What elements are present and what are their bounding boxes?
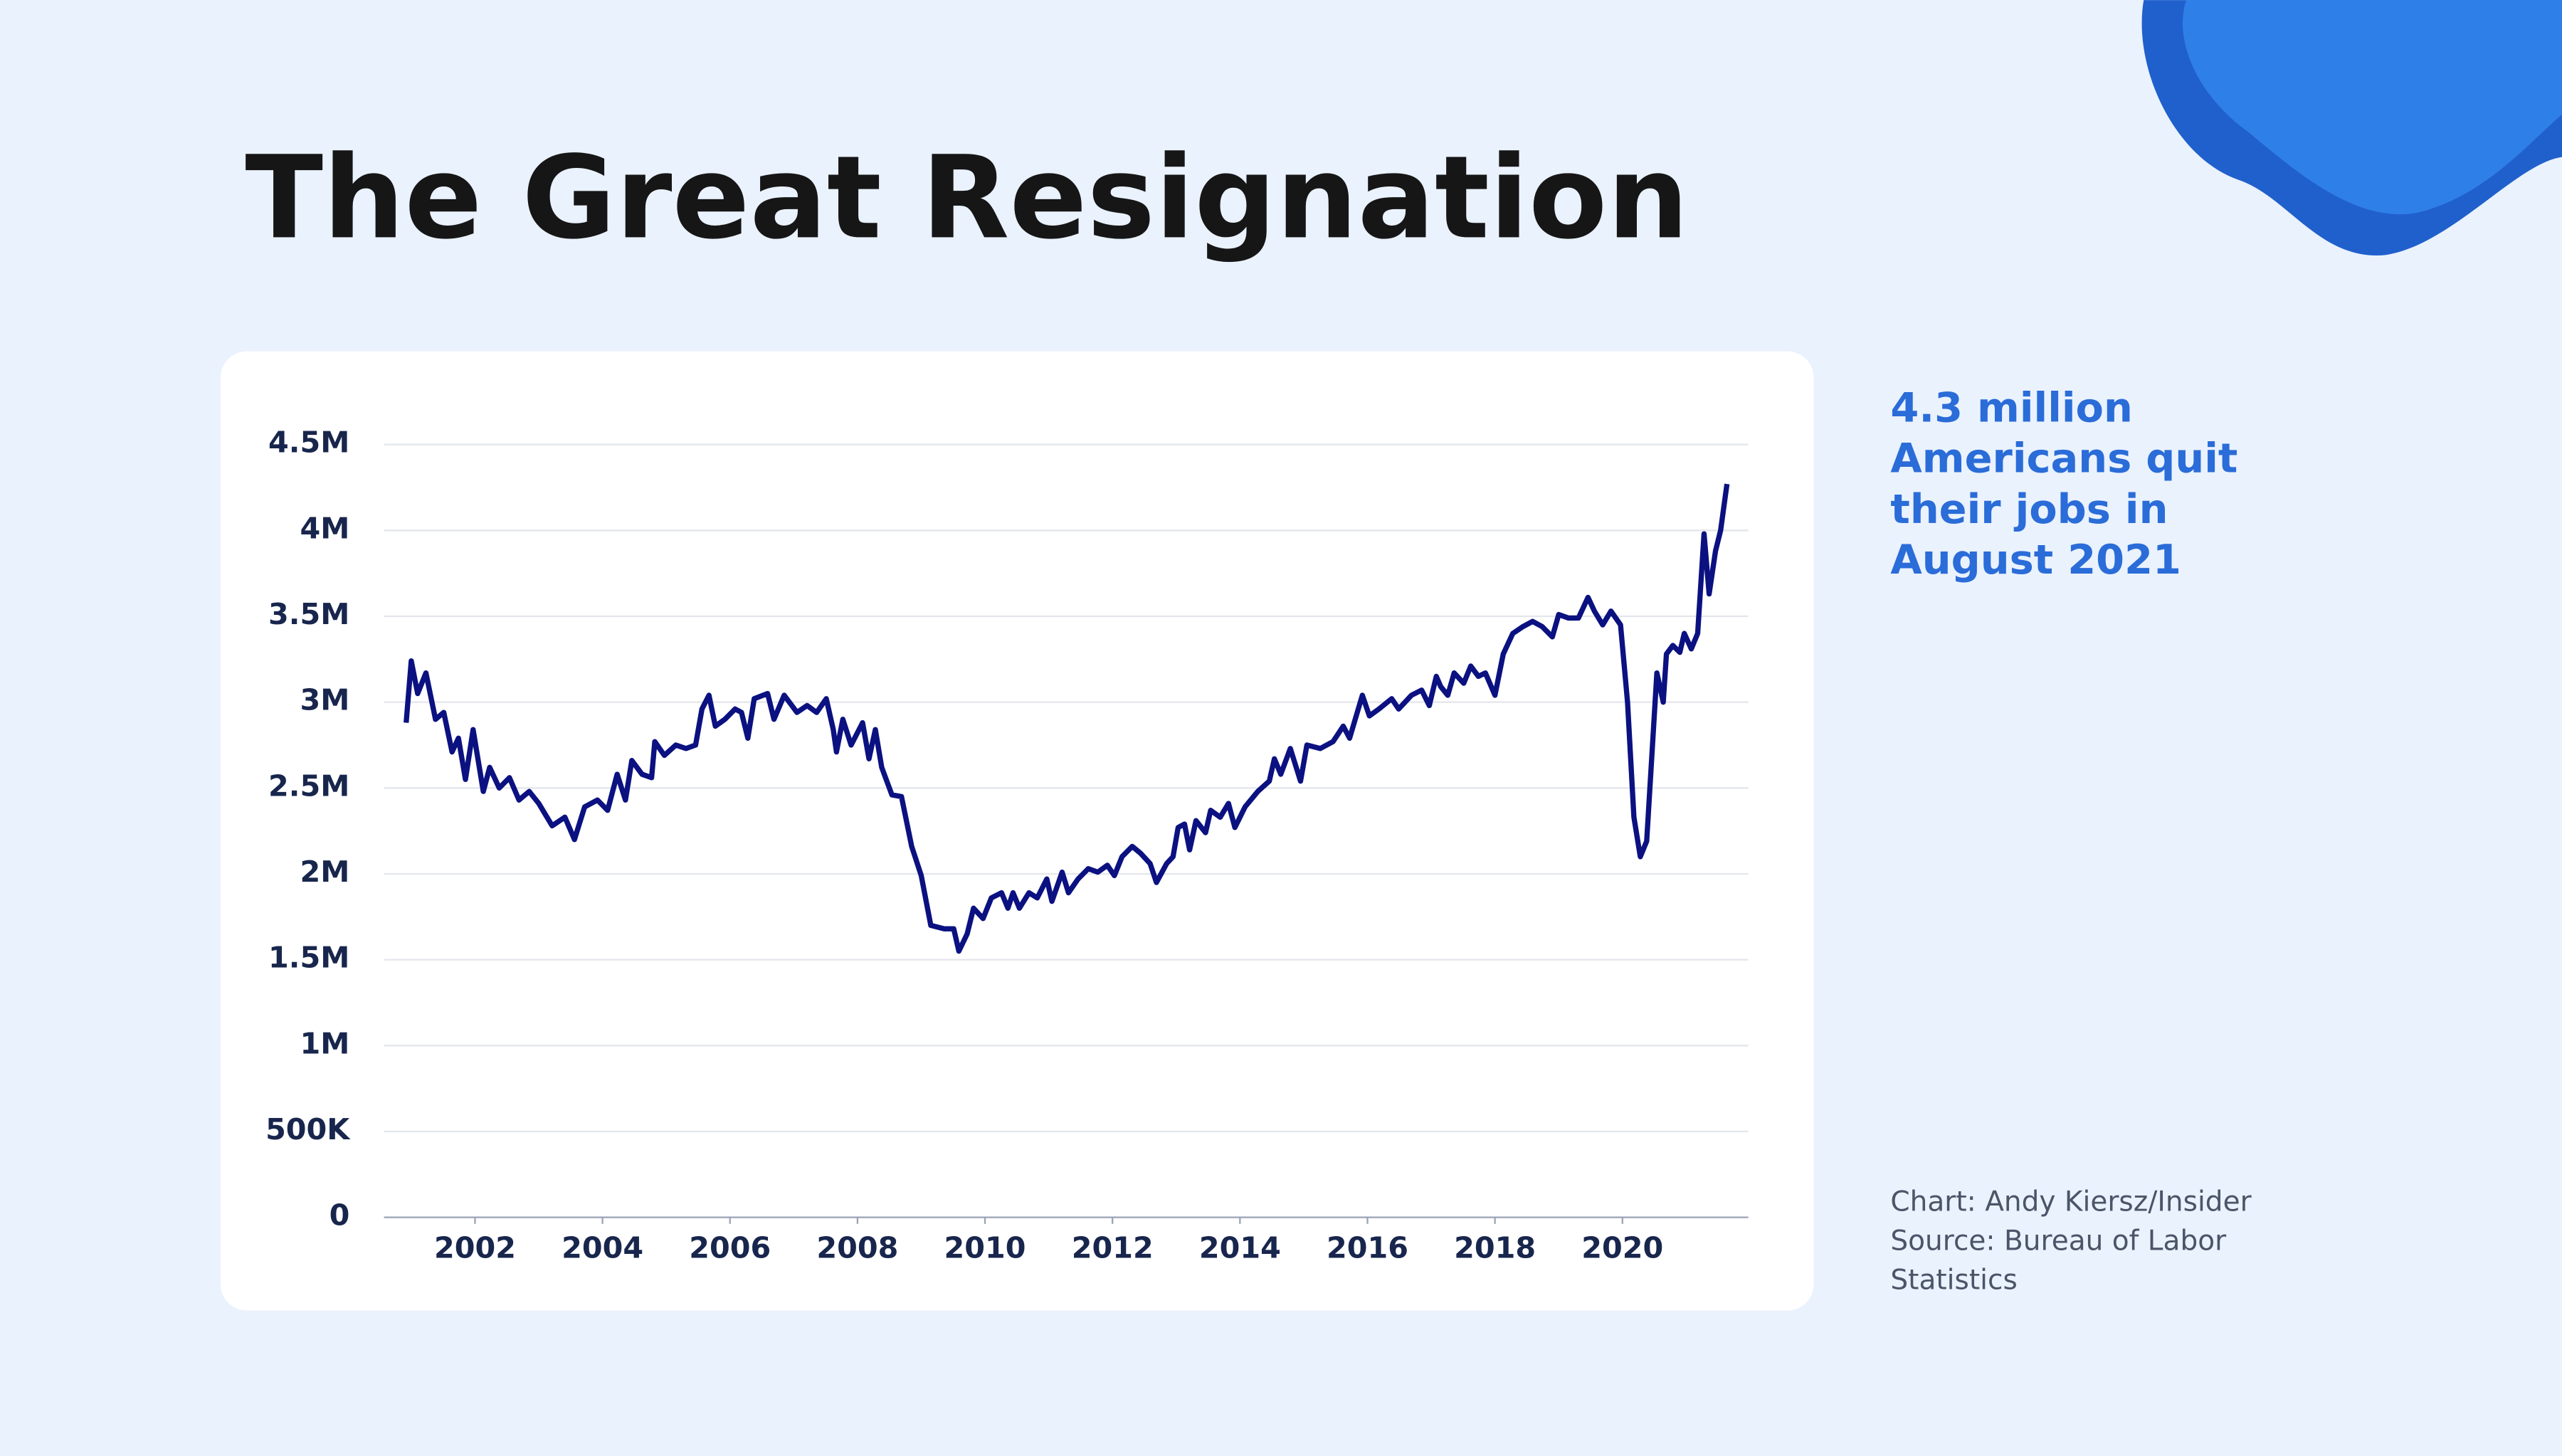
source: Source: Bureau of Labor Statistics — [1890, 1225, 2227, 1298]
y-tick-label: 0 — [330, 1198, 350, 1233]
y-tick-label: 4.5M — [268, 426, 349, 460]
x-tick-label: 2004 — [562, 1231, 643, 1265]
y-tick-label: 4M — [300, 511, 349, 545]
x-tick-label: 2002 — [434, 1231, 516, 1265]
y-tick-label: 1M — [300, 1026, 349, 1060]
x-tick-label: 2008 — [816, 1231, 898, 1265]
data-line — [404, 483, 1730, 954]
x-tick-label: 2014 — [1199, 1231, 1281, 1265]
chart-card — [220, 351, 1814, 1311]
blob-light — [2183, 0, 2562, 215]
y-tick-label: 3M — [300, 683, 349, 717]
x-tick-label: 2018 — [1454, 1231, 1536, 1265]
y-tick-label: 2.5M — [268, 769, 349, 803]
y-tick-label: 3.5M — [268, 597, 349, 631]
x-tick-label: 2012 — [1072, 1231, 1154, 1265]
annotation: 4.3 million Americans quit their jobs in… — [1890, 384, 2238, 584]
x-tick-label: 2016 — [1327, 1231, 1408, 1265]
credit: Chart: Andy Kiersz/Insider — [1890, 1186, 2252, 1219]
credit-box: Chart: Andy Kiersz/Insider Source: Burea… — [1890, 1186, 2252, 1298]
x-tick-label: 2006 — [689, 1231, 771, 1265]
y-tick-label: 1.5M — [268, 941, 349, 975]
x-tick-label: 2010 — [944, 1231, 1026, 1265]
annotation-box: 4.3 million Americans quit their jobs in… — [1890, 384, 2238, 584]
y-tick-label: 2M — [300, 855, 349, 889]
x-tick-label: 2020 — [1581, 1231, 1663, 1265]
chart-title: The Great Resignation — [245, 131, 1688, 264]
plot: 0 500K 1M 1.5M 2M 2.5M 3M 3.5M 4M 4.5M 2002 2004 200… — [265, 426, 1749, 1265]
y-tick-label: 500K — [265, 1112, 351, 1146]
